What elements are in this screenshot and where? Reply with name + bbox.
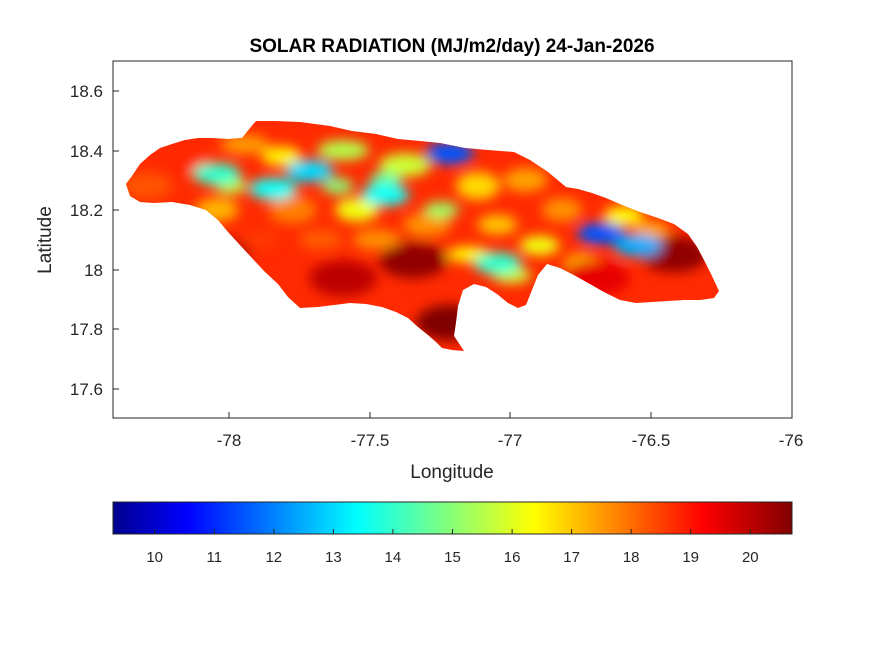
x-tick-label: -78	[217, 431, 242, 450]
y-tick-label: 18	[84, 261, 103, 280]
field-texture	[238, 229, 279, 250]
high-radiation-zone	[309, 260, 378, 297]
low-radiation-zone	[425, 142, 474, 165]
y-tick-label: 18.6	[70, 82, 103, 101]
x-axis-label: Longitude	[410, 462, 493, 483]
low-radiation-zone	[285, 160, 334, 183]
field-texture	[268, 195, 317, 224]
colorbar-tick-label: 18	[623, 549, 640, 566]
colorbar-tick-label: 12	[265, 549, 282, 566]
low-radiation-zone	[577, 222, 626, 245]
y-tick-label: 18.2	[70, 201, 103, 220]
y-tick-label: 17.8	[70, 320, 103, 339]
map-title: SOLAR RADIATION (MJ/m2/day) 24-Jan-2026	[249, 36, 654, 57]
field-texture	[317, 140, 370, 161]
high-radiation-zone	[379, 242, 448, 279]
x-tick-label: -76	[779, 431, 804, 450]
x-tick-label: -76.5	[632, 431, 671, 450]
colorbar-tick-label: 20	[742, 549, 759, 566]
colorbar-tick-label: 16	[504, 549, 521, 566]
y-axis-label: Latitude	[35, 206, 56, 274]
low-radiation-zone	[248, 177, 297, 200]
y-axis: 18.6 18.4 18.2 18 17.8 17.6 Latitude	[35, 82, 119, 399]
field-texture	[321, 177, 354, 194]
low-radiation-zone	[192, 163, 241, 185]
field-texture	[335, 197, 380, 222]
field-texture	[352, 229, 401, 250]
colorbar-tick-label: 13	[325, 549, 342, 566]
colorbar-tick-label: 17	[563, 549, 580, 566]
y-tick-label: 17.6	[70, 380, 103, 399]
field-texture	[423, 201, 460, 218]
field-texture	[455, 171, 500, 200]
colorbar-gradient	[112, 501, 793, 535]
field-texture	[298, 229, 343, 250]
plot-frame	[112, 60, 793, 419]
colorbar-ticks: 10 11 12 13 14 15 16 17 18 19 20	[146, 529, 759, 566]
field-texture	[220, 134, 269, 155]
low-radiation-zone	[361, 183, 410, 206]
x-tick-label: -77.5	[351, 431, 390, 450]
colorbar-tick-label: 14	[385, 549, 402, 566]
y-tick-label: 18.4	[70, 142, 103, 161]
colorbar-tick-label: 15	[444, 549, 461, 566]
low-radiation-zone	[473, 252, 522, 275]
colorbar: 10 11 12 13 14 15 16 17 18 19 20	[112, 501, 793, 566]
field-texture	[519, 235, 560, 256]
field-texture	[541, 197, 582, 222]
x-tick-label: -77	[498, 431, 523, 450]
field-texture	[477, 214, 518, 235]
field-texture	[603, 205, 644, 226]
x-axis: -78 -77.5 -77 -76.5 -76 Longitude	[217, 412, 804, 483]
field-texture	[378, 153, 431, 178]
colorbar-tick-label: 19	[682, 549, 699, 566]
colorbar-tick-label: 11	[207, 549, 223, 566]
low-radiation-zone	[613, 234, 662, 257]
field-texture	[403, 212, 452, 237]
field-texture	[261, 146, 302, 167]
colorbar-tick-label: 10	[146, 549, 163, 566]
field-texture	[126, 171, 173, 200]
field-texture	[369, 172, 402, 188]
field-texture	[503, 168, 548, 192]
